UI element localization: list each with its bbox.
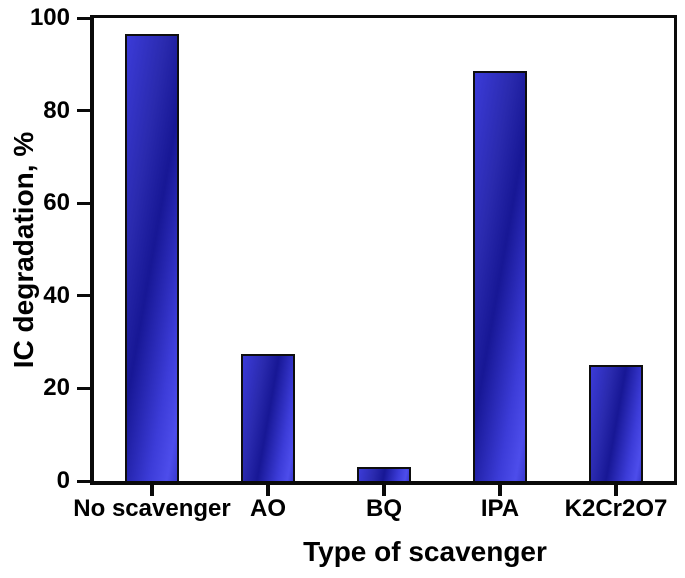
x-tick-label: IPA bbox=[480, 495, 520, 522]
x-tick-label: No scavenger bbox=[73, 495, 231, 522]
bar-ipa bbox=[473, 71, 527, 481]
y-tick-label: 60 bbox=[43, 189, 70, 216]
x-tick bbox=[498, 485, 502, 496]
y-tick bbox=[77, 294, 90, 297]
x-tick bbox=[266, 485, 270, 496]
y-tick-label: 40 bbox=[43, 282, 70, 309]
y-tick bbox=[77, 17, 90, 20]
y-tick bbox=[77, 109, 90, 112]
y-tick bbox=[77, 202, 90, 205]
y-axis-title: IC degradation, % bbox=[8, 131, 39, 369]
x-tick bbox=[150, 485, 154, 496]
bar-k2cr2o7 bbox=[589, 365, 643, 481]
y-tick-label: 100 bbox=[29, 4, 70, 31]
x-tick bbox=[614, 485, 618, 496]
bar-no-scavenger bbox=[125, 34, 179, 481]
y-tick-label: 0 bbox=[56, 467, 70, 494]
x-tick bbox=[382, 485, 386, 496]
y-tick bbox=[77, 480, 90, 483]
x-tick-label: AO bbox=[250, 495, 286, 522]
x-tick-label: K2Cr2O7 bbox=[564, 495, 668, 522]
y-tick bbox=[77, 387, 90, 390]
y-tick-label: 80 bbox=[43, 97, 70, 124]
y-tick-label: 20 bbox=[43, 374, 70, 401]
bar-ao bbox=[241, 354, 295, 481]
x-axis-title: Type of scavenger bbox=[303, 536, 547, 567]
x-tick-label: BQ bbox=[366, 495, 402, 522]
bar-bq bbox=[357, 467, 411, 481]
plot-area bbox=[90, 15, 677, 485]
